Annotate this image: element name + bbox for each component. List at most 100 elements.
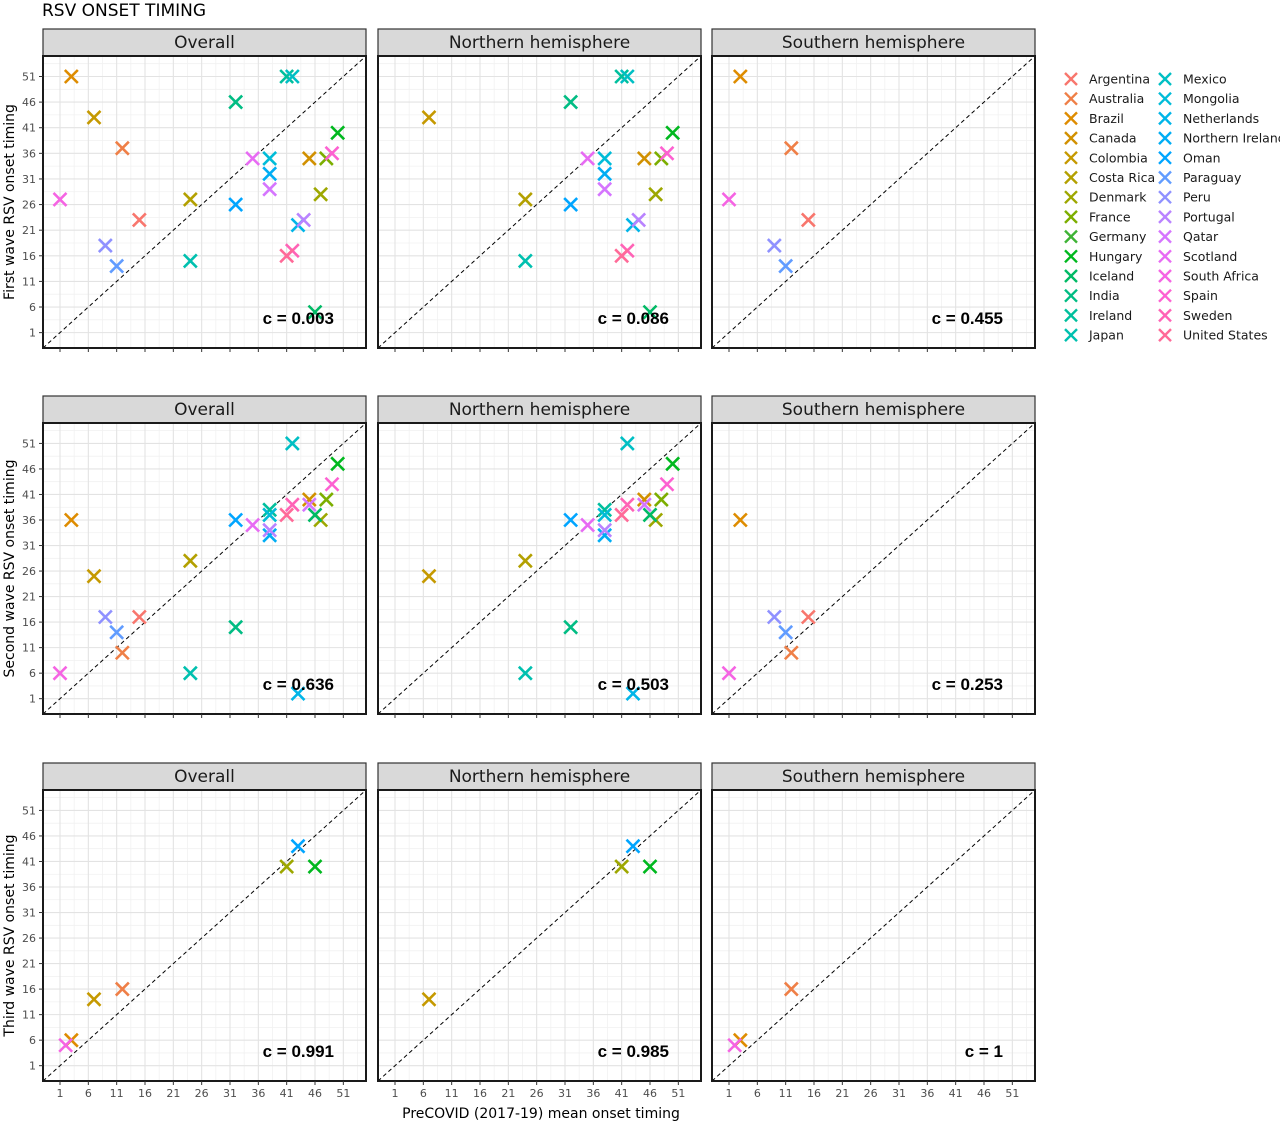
data-point xyxy=(131,609,147,625)
data-point xyxy=(800,212,816,228)
panel-border xyxy=(377,422,702,715)
data-point xyxy=(614,507,630,523)
y-tick-label: 16 xyxy=(22,616,36,629)
y-tick-label: 46 xyxy=(22,96,36,109)
correlation-label: c = 0.003 xyxy=(263,309,334,328)
x-tick-label: 1 xyxy=(726,1087,733,1100)
identity-line xyxy=(377,422,702,715)
data-point xyxy=(783,645,799,661)
identity-line xyxy=(711,55,1036,349)
data-point xyxy=(52,665,68,681)
y-tick-label: 6 xyxy=(29,667,36,680)
legend-marker xyxy=(1064,190,1078,205)
data-point xyxy=(619,436,635,451)
legend-label: Netherlands xyxy=(1183,111,1259,126)
data-point xyxy=(307,859,323,874)
y-tick-label: 26 xyxy=(22,199,36,212)
x-tick-label: 26 xyxy=(530,1087,544,1100)
legend-item: United States xyxy=(1158,328,1268,343)
data-point xyxy=(97,238,113,253)
identity-line xyxy=(711,789,1036,1082)
x-tick-label: 16 xyxy=(138,1087,152,1100)
legend-label: South Africa xyxy=(1183,269,1259,284)
legend-item: Sweden xyxy=(1158,308,1232,323)
data-point xyxy=(228,512,244,528)
legend-label: Germany xyxy=(1089,229,1147,244)
data-point xyxy=(245,517,261,533)
x-tick-label: 31 xyxy=(558,1087,572,1100)
panel: Northern hemisphere c = 0.086 xyxy=(377,28,702,352)
legend-label: Mongolia xyxy=(1183,91,1240,106)
legend-item: Australia xyxy=(1064,91,1144,106)
panel-border xyxy=(711,55,1036,349)
identity-line xyxy=(42,55,367,349)
x-tick-label: 51 xyxy=(336,1087,350,1100)
legend-marker xyxy=(1158,328,1172,342)
legend-item: Canada xyxy=(1064,131,1137,146)
x-tick-label: 31 xyxy=(223,1087,237,1100)
x-tick-label: 46 xyxy=(308,1087,322,1100)
legend-item: Northern Ireland xyxy=(1158,131,1280,146)
data-point xyxy=(766,238,782,253)
x-tick-label: 11 xyxy=(110,1087,124,1100)
legend-label: Spain xyxy=(1183,288,1218,303)
y-tick-label: 21 xyxy=(22,591,36,604)
data-point xyxy=(290,686,306,701)
x-tick-label: 6 xyxy=(420,1087,427,1100)
data-point xyxy=(563,94,579,110)
data-point xyxy=(86,110,102,125)
legend-marker xyxy=(1064,308,1078,323)
x-tick-label: 31 xyxy=(892,1087,906,1100)
correlation-label: c = 0.991 xyxy=(263,1042,334,1061)
legend-item: Portugal xyxy=(1158,209,1235,224)
data-point xyxy=(580,517,596,533)
data-point xyxy=(182,665,198,681)
correlation-label: c = 0.636 xyxy=(263,675,334,694)
legend-label: Hungary xyxy=(1089,249,1143,264)
data-point xyxy=(109,624,125,640)
data-point xyxy=(597,522,613,538)
legend-marker xyxy=(1158,170,1172,185)
legend-marker xyxy=(1158,288,1172,303)
data-point xyxy=(597,151,613,166)
y-tick-label: 36 xyxy=(22,881,36,894)
legend-marker xyxy=(1158,269,1172,283)
x-tick-label: 46 xyxy=(643,1087,657,1100)
data-point xyxy=(642,304,658,320)
y-tick-label: 41 xyxy=(22,488,36,501)
panel-title: Southern hemisphere xyxy=(782,33,965,53)
legend-item: Costa Rica xyxy=(1064,170,1155,185)
y-tick-label: 31 xyxy=(22,907,36,920)
x-tick-label: 26 xyxy=(195,1087,209,1100)
legend-marker xyxy=(1064,269,1078,283)
y-tick-label: 36 xyxy=(22,514,36,527)
x-tick-label: 46 xyxy=(977,1087,991,1100)
legend-marker xyxy=(1064,328,1078,342)
y-tick-label: 51 xyxy=(22,70,36,83)
data-point xyxy=(563,512,579,528)
data-point xyxy=(778,258,794,274)
legend-item: Paraguay xyxy=(1158,170,1242,185)
y-tick-label: 46 xyxy=(22,463,36,476)
x-tick-label: 36 xyxy=(251,1087,265,1100)
data-point xyxy=(324,476,340,492)
figure-title: RSV ONSET TIMING xyxy=(42,1,206,21)
correlation-label: c = 0.503 xyxy=(598,675,669,694)
data-point xyxy=(597,507,613,523)
data-point xyxy=(63,512,79,528)
legend-item: Iceland xyxy=(1064,269,1134,284)
legend-label: Portugal xyxy=(1183,209,1235,224)
data-point xyxy=(284,497,300,513)
data-point xyxy=(228,197,244,212)
legend-label: Japan xyxy=(1088,328,1124,343)
panel-border xyxy=(711,789,1036,1082)
data-point xyxy=(182,192,198,207)
panel-strip xyxy=(711,28,1036,57)
legend-item: France xyxy=(1064,209,1131,224)
legend-item: Japan xyxy=(1064,328,1124,343)
panel: Southern hemisphere c = 0.455 xyxy=(711,28,1036,352)
